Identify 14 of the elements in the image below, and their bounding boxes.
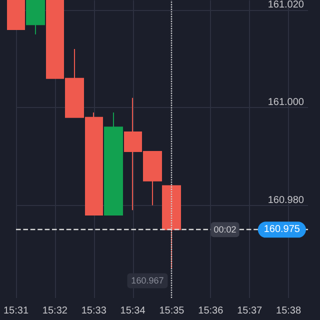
x-tick-label: 15:32 bbox=[42, 306, 68, 316]
x-tick-label: 15:37 bbox=[237, 306, 263, 316]
y-tick-label: 161.020 bbox=[268, 0, 304, 10]
y-tick-label: 161.000 bbox=[268, 97, 304, 108]
x-tick-label: 15:33 bbox=[81, 306, 107, 316]
annotation: 160.967 bbox=[131, 276, 164, 286]
ref-line-label: 160.975 bbox=[264, 224, 300, 236]
x-tick-label: 15:35 bbox=[159, 306, 185, 316]
x-tick-label: 15:31 bbox=[3, 306, 29, 316]
annotation: 00:02 bbox=[214, 224, 236, 235]
y-tick-label: 160.980 bbox=[268, 194, 304, 206]
x-tick-label: 15:36 bbox=[198, 306, 224, 316]
x-tick-label: 15:34 bbox=[120, 306, 146, 316]
x-tick-label: 15:38 bbox=[276, 306, 302, 316]
